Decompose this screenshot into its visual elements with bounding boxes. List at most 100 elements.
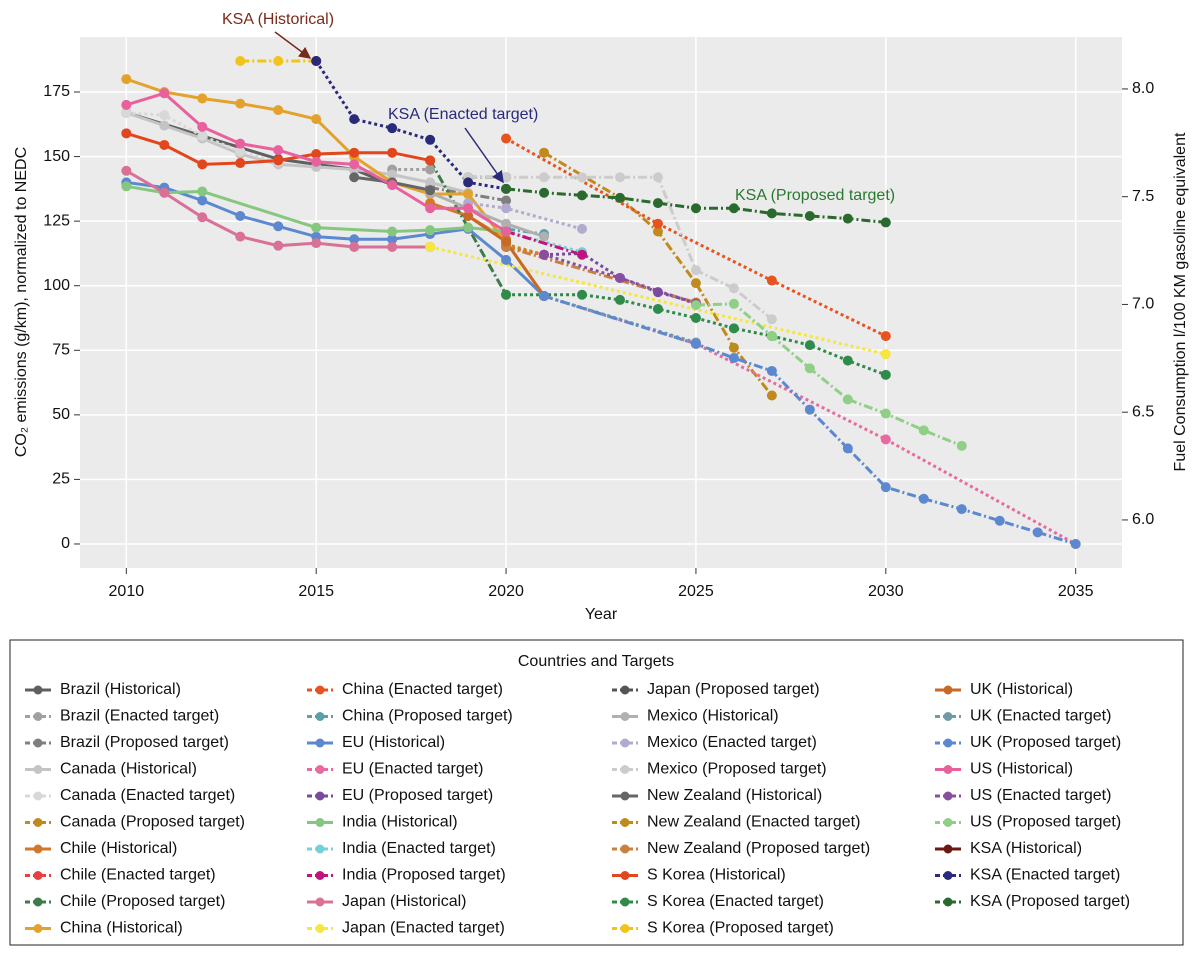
data-point [311, 114, 322, 125]
legend-label: KSA (Proposed target) [970, 893, 1130, 910]
data-point [197, 93, 208, 104]
data-point [197, 121, 208, 132]
y2-tick-label: 8.0 [1132, 80, 1154, 97]
data-point [766, 208, 777, 219]
data-point [652, 172, 663, 183]
data-point [501, 203, 512, 214]
legend-label: New Zealand (Enacted target) [647, 814, 860, 831]
data-point [273, 221, 284, 232]
legend-label: Chile (Historical) [60, 840, 177, 857]
series-line [125, 77, 546, 297]
y-tick-label: 0 [61, 535, 70, 552]
x-tick-label: 2030 [868, 583, 904, 600]
legend-marker [33, 897, 43, 907]
data-point [539, 147, 550, 158]
data-point [652, 226, 663, 237]
legend-marker [943, 791, 953, 801]
data-point [880, 217, 891, 228]
legend-label: Japan (Historical) [342, 893, 466, 910]
legend-marker [33, 791, 43, 801]
data-point [425, 225, 436, 236]
legend-label: New Zealand (Historical) [647, 787, 822, 804]
legend-marker [33, 765, 43, 774]
data-point [501, 254, 512, 265]
data-point [614, 192, 625, 203]
data-point [956, 504, 967, 515]
data-point [501, 289, 512, 300]
series-line [505, 242, 545, 257]
data-point [880, 369, 891, 380]
x-tick-label: 2035 [1058, 583, 1094, 600]
data-point [766, 390, 777, 401]
data-point [804, 363, 815, 374]
legend-marker [33, 818, 43, 827]
data-point [463, 210, 474, 221]
legend-label: EU (Historical) [342, 734, 445, 751]
data-point [311, 238, 322, 249]
legend-label: Japan (Enacted target) [342, 920, 505, 937]
data-point [235, 56, 246, 67]
data-point [387, 234, 398, 245]
legend-marker [943, 685, 953, 695]
data-point [842, 355, 853, 366]
data-point [690, 338, 701, 349]
data-point [349, 241, 360, 252]
data-point [159, 88, 170, 99]
legend-label: India (Enacted target) [342, 840, 496, 857]
legend-label: Brazil (Proposed target) [60, 734, 229, 751]
data-point [728, 203, 739, 214]
series-line [695, 302, 963, 448]
data-point [425, 177, 436, 188]
data-point [539, 291, 550, 302]
data-point [766, 365, 777, 376]
legend-marker [620, 685, 630, 695]
data-point [994, 515, 1005, 526]
legend-marker [620, 765, 630, 774]
data-point [690, 300, 701, 311]
data-point [501, 133, 512, 144]
data-point [880, 482, 891, 493]
legend-marker [943, 844, 953, 854]
legend-marker [315, 791, 325, 801]
legend-label: China (Enacted target) [342, 681, 503, 698]
series-line [543, 251, 697, 304]
data-point [197, 186, 208, 197]
legend-label: China (Historical) [60, 920, 183, 937]
data-point [766, 331, 777, 342]
legend-marker [620, 924, 630, 933]
data-point [652, 287, 663, 298]
legend-label: EU (Enacted target) [342, 761, 483, 778]
data-point [425, 134, 436, 145]
data-point [577, 190, 588, 201]
series-line [543, 294, 1077, 546]
legend-label: KSA (Historical) [970, 840, 1082, 857]
legend-label: Chile (Enacted target) [60, 867, 216, 884]
y-tick-label: 50 [52, 406, 70, 423]
annotation: KSA (Proposed target) [735, 187, 895, 204]
y-axis-label: CO₂ emissions (g/km), normalized to NEDC [13, 147, 30, 457]
legend-marker [315, 924, 325, 933]
data-point [804, 210, 815, 221]
legend-label: India (Proposed target) [342, 867, 506, 884]
data-point [235, 98, 246, 109]
data-point [880, 349, 891, 360]
data-point [728, 283, 739, 294]
legend-marker [315, 685, 325, 695]
y-tick-label: 100 [43, 277, 70, 294]
legend-label: China (Proposed target) [342, 708, 513, 725]
data-point [690, 278, 701, 289]
data-point [539, 172, 550, 183]
data-point [501, 195, 512, 206]
data-point [273, 56, 284, 67]
legend-marker [33, 924, 43, 933]
data-point [197, 212, 208, 223]
legend-marker [620, 844, 630, 854]
legend-marker [943, 897, 953, 907]
legend-marker [620, 738, 630, 748]
legend-marker [315, 844, 325, 854]
data-point [425, 203, 436, 214]
legend-marker [33, 712, 43, 721]
data-point [728, 298, 739, 309]
legend-marker [33, 844, 43, 854]
data-point [766, 314, 777, 325]
